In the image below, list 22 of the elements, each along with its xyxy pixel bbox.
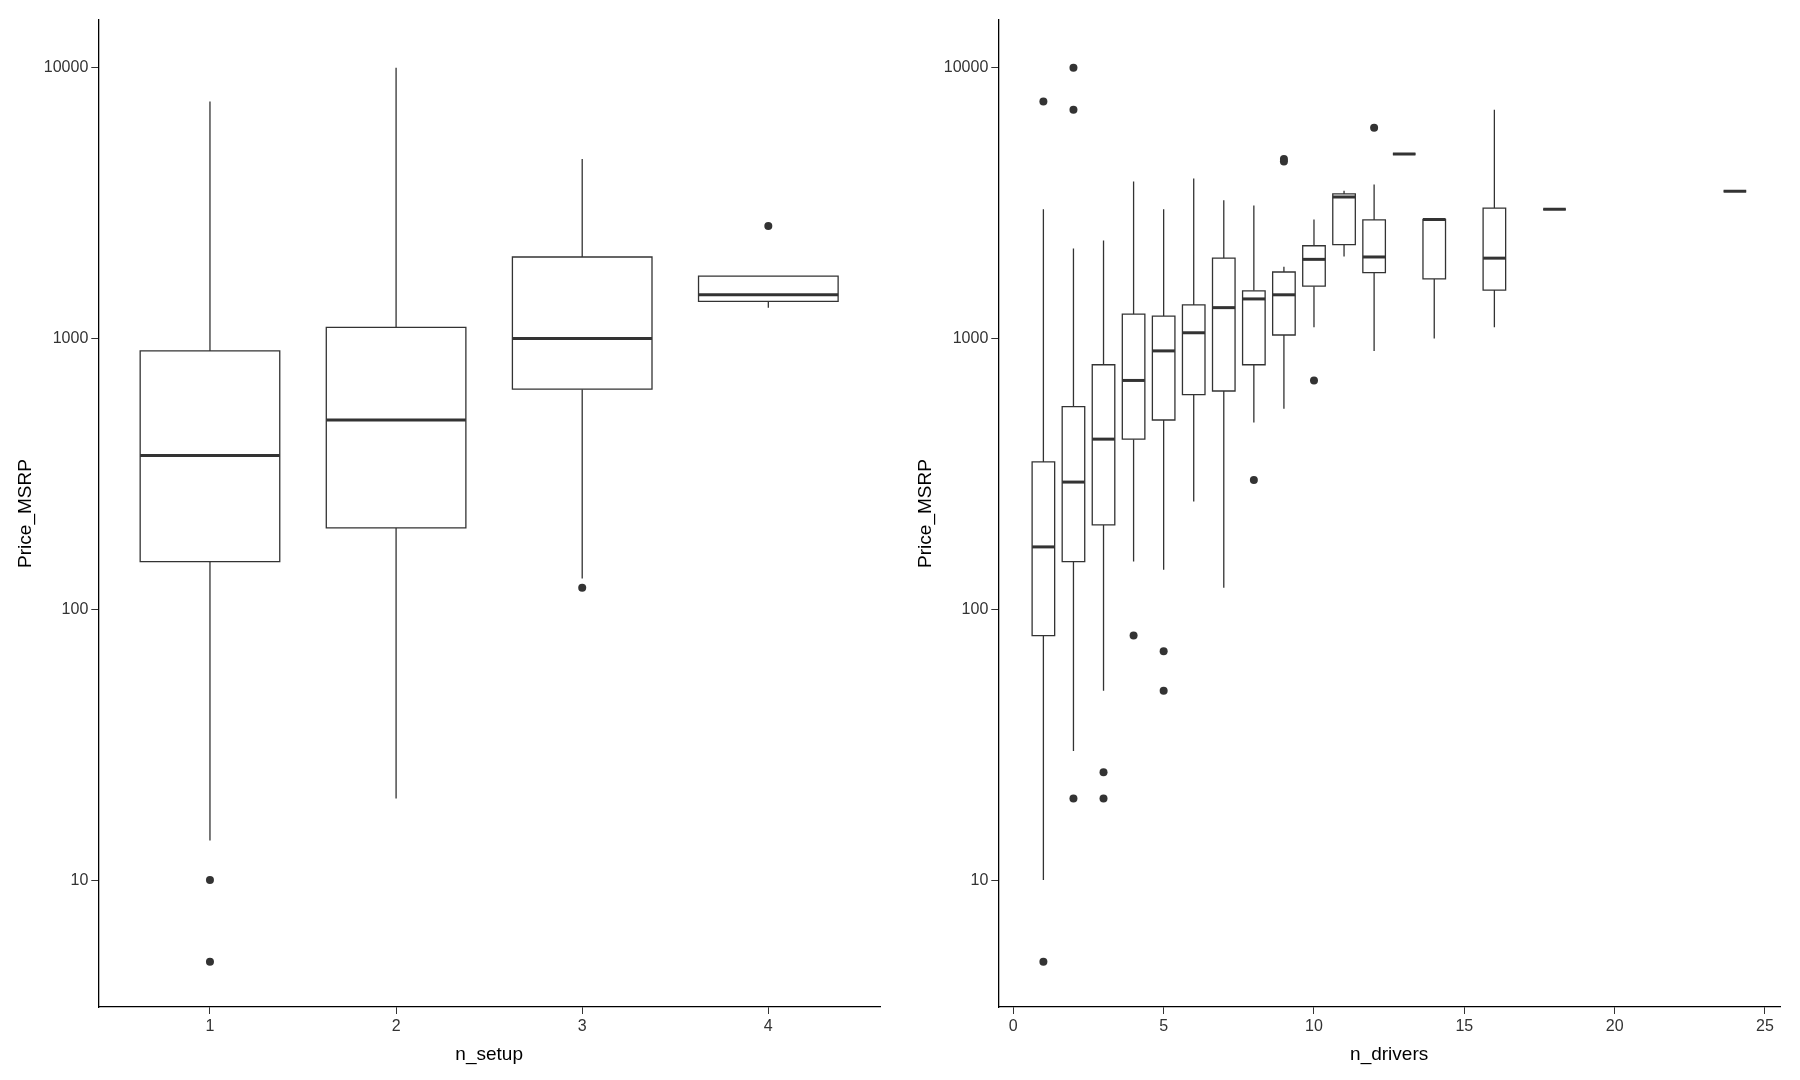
x-axis-title: n_setup: [455, 1042, 523, 1065]
x-tick-label: 1: [205, 1017, 215, 1035]
x-axis-title: n_drivers: [1350, 1042, 1429, 1065]
x-tick-label: 4: [763, 1017, 773, 1035]
y-tick-label: 10000: [943, 58, 989, 76]
x-tick-label: 20: [1605, 1017, 1624, 1035]
y-tick-label: 1000: [52, 328, 89, 346]
y-tick-label: 10000: [43, 58, 89, 76]
y-axis-title: Price_MSRP: [13, 459, 36, 568]
x-tick-label: 25: [1756, 1017, 1774, 1035]
y-tick-label: 100: [961, 599, 989, 617]
x-tick-label: 10: [1305, 1017, 1323, 1035]
x-tick-label: 5: [1159, 1017, 1169, 1035]
x-tick-label: 0: [1008, 1017, 1018, 1035]
y-tick-label: 10: [970, 870, 989, 888]
y-tick-label: 100: [61, 599, 89, 617]
x-tick-label: 15: [1455, 1017, 1474, 1035]
x-tick-label: 3: [577, 1017, 587, 1035]
y-tick-label: 10: [70, 870, 89, 888]
x-tick-label: 2: [391, 1017, 401, 1035]
y-tick-label: 1000: [952, 328, 989, 346]
y-axis-title: Price_MSRP: [913, 459, 936, 568]
